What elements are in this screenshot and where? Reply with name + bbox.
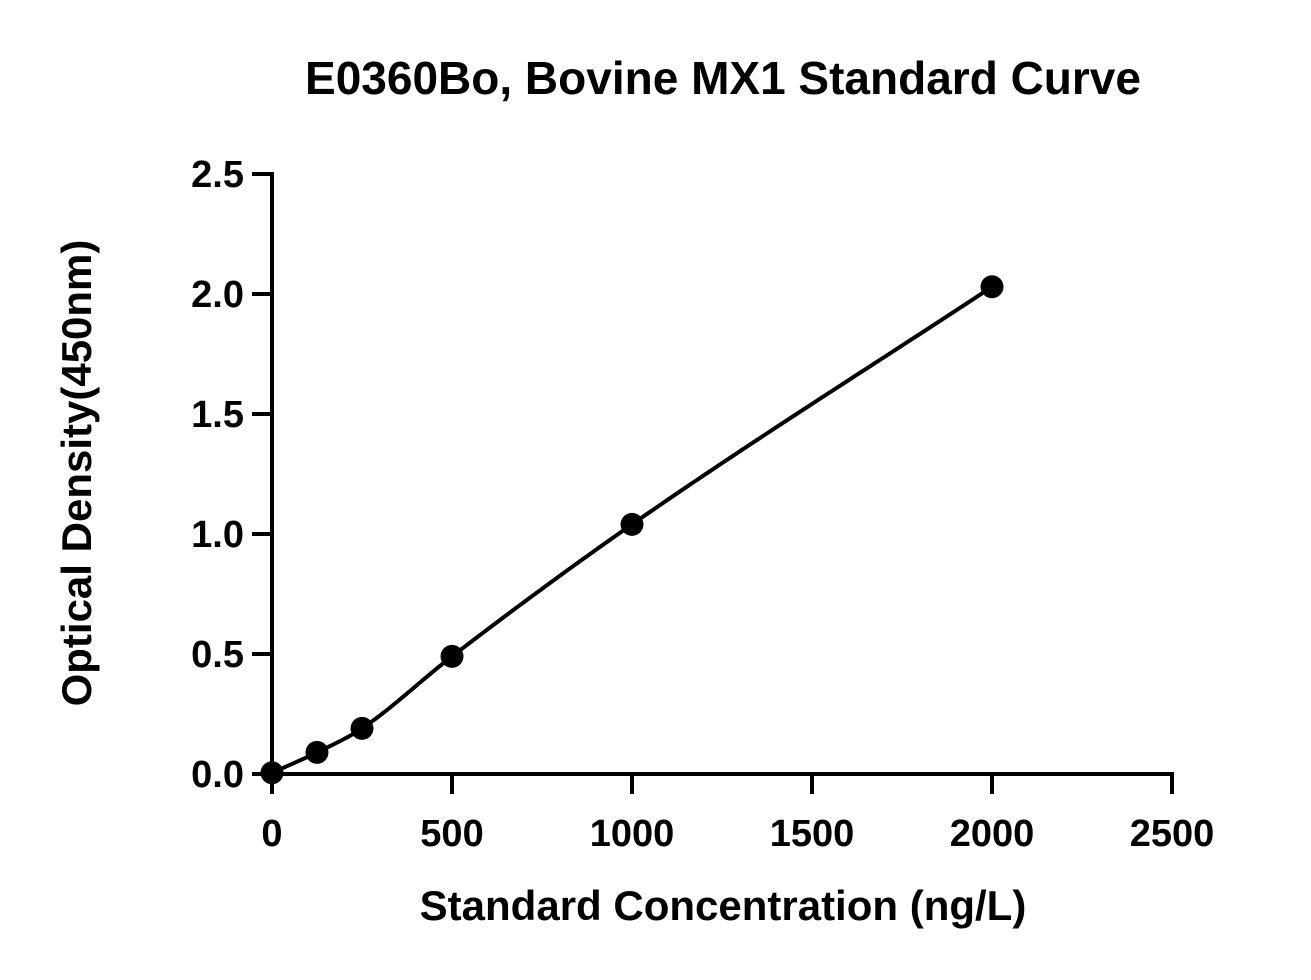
y-tick-label: 0.0 — [191, 754, 244, 796]
y-axis-label: Optical Density(450nm) — [53, 240, 100, 707]
data-point — [440, 644, 464, 668]
x-tick-label: 1000 — [590, 813, 675, 855]
x-tick-label: 500 — [420, 813, 483, 855]
x-tick-label: 0 — [261, 813, 282, 855]
x-axis-ticks: 0 500 1000 1500 2000 2500 — [261, 774, 1214, 855]
data-point — [350, 716, 374, 740]
x-tick-label: 1500 — [770, 813, 855, 855]
data-point — [305, 740, 329, 764]
axes — [270, 172, 1174, 776]
y-tick-label: 0.5 — [191, 634, 244, 676]
x-tick-label: 2000 — [950, 813, 1035, 855]
y-tick-label: 2.5 — [191, 154, 244, 196]
data-point — [980, 275, 1004, 299]
chart-title: E0360Bo, Bovine MX1 Standard Curve — [305, 52, 1141, 104]
y-tick-label: 2.0 — [191, 274, 244, 316]
y-axis-ticks: 0.0 0.5 1.0 1.5 2.0 2.5 — [191, 154, 272, 796]
x-axis-label: Standard Concentration (ng/L) — [420, 882, 1027, 929]
y-tick-label: 1.0 — [191, 514, 244, 556]
data-point — [260, 761, 284, 785]
plot-area — [260, 275, 1004, 785]
y-tick-label: 1.5 — [191, 394, 244, 436]
x-tick-label: 2500 — [1130, 813, 1215, 855]
data-point — [620, 512, 644, 536]
